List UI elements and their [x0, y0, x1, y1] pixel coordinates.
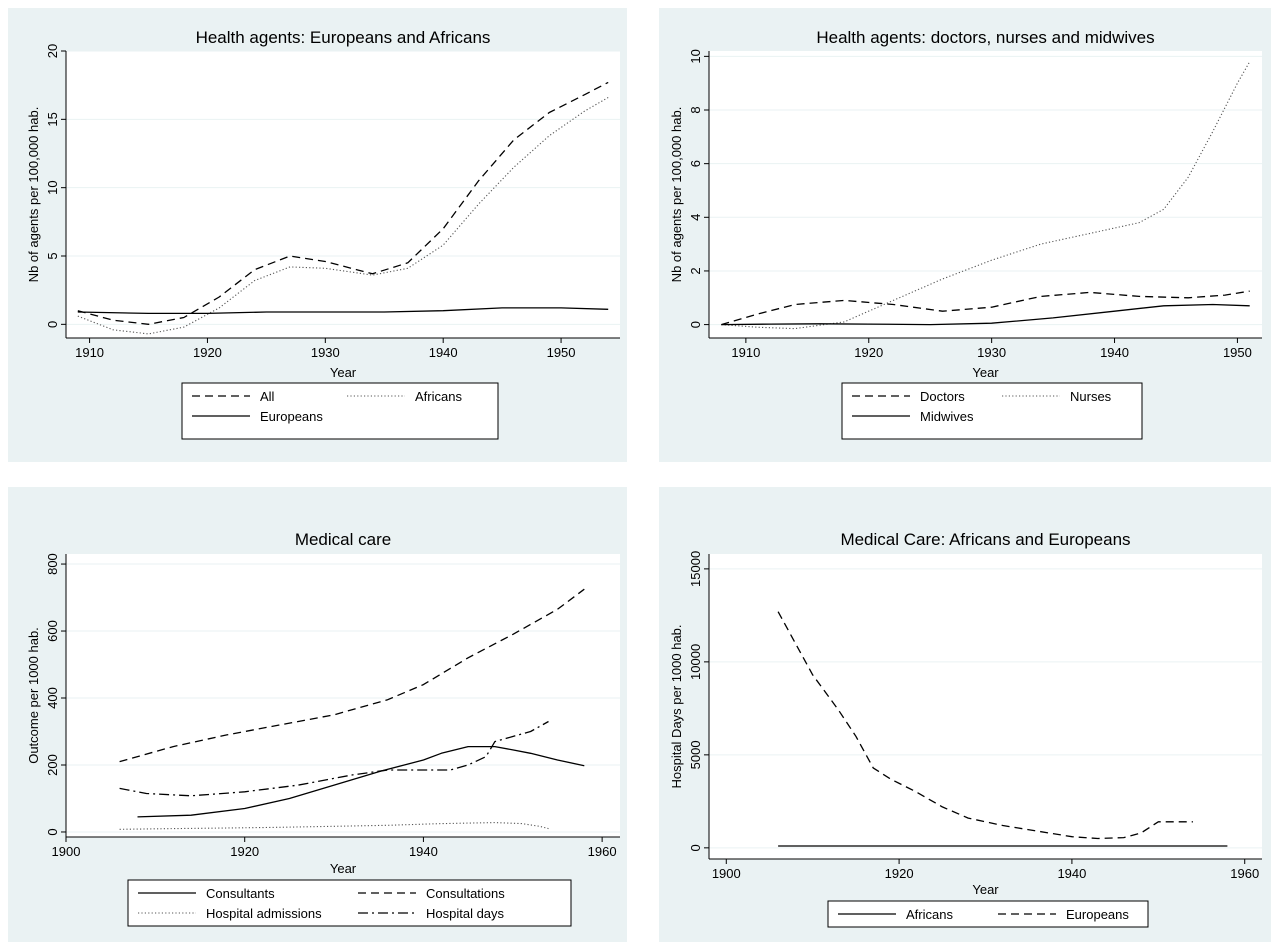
chart-panel-medical-care-africans-europeans: 0 5000 10000 15000 1900 1920 1940 1960 Medical C… [659, 487, 1271, 942]
y-axis-label: Nb of agents per 100,000 hab. [669, 107, 684, 283]
x-tick-label-0: 1910 [731, 345, 760, 360]
x-tick-label-2: 1930 [977, 345, 1006, 360]
x-tick-label-4: 1950 [547, 345, 576, 360]
y-tick-label-0: 0 [45, 828, 60, 835]
x-tick-label-3: 1940 [429, 345, 458, 360]
chart-title: Medical Care: Africans and Europeans [840, 530, 1130, 549]
x-tick-label-0: 1900 [52, 844, 81, 859]
x-tick-label-2: 1940 [1057, 866, 1086, 881]
y-tick-label-0: 0 [45, 321, 60, 328]
x-axis-label: Year [330, 365, 357, 380]
plot-area [66, 554, 620, 837]
plot-area [66, 51, 620, 338]
y-tick-label-3: 15 [45, 112, 60, 126]
y-tick-label-5: 10 [688, 49, 703, 63]
series-line-midwives [721, 303, 1250, 326]
y-tick-label-3: 600 [45, 620, 60, 642]
y-axis-label: Outcome per 1000 hab. [26, 627, 41, 764]
x-tick-label-3: 1960 [588, 844, 617, 859]
legend-box [181, 382, 499, 440]
plot-area [709, 51, 1262, 338]
legend-label-2: Europeans [260, 409, 323, 424]
x-axis-label: Year [972, 365, 999, 380]
legend-label-1: Nurses [1070, 389, 1112, 404]
y-tick-label-0: 0 [688, 844, 703, 851]
chart-svg-1: 0 5 10 15 20 1910 1920 1930 1940 1950 Health agent… [26, 28, 620, 440]
chart-svg-3: 0 200 400 600 800 1900 1920 1940 1960 Medical car… [26, 530, 620, 927]
x-tick-label-3: 1960 [1230, 866, 1259, 881]
y-tick-label-2: 4 [688, 214, 703, 221]
series-line-doctors [721, 290, 1250, 326]
x-tick-label-3: 1940 [1100, 345, 1129, 360]
x-tick-label-0: 1900 [712, 866, 741, 881]
legend-label-0: Consultants [206, 886, 275, 901]
series-line-hospital-admissions [119, 822, 549, 830]
legend-label-3: Hospital days [426, 906, 505, 921]
y-tick-label-2: 10000 [688, 644, 703, 680]
x-tick-label-1: 1920 [854, 345, 883, 360]
chart-title: Health agents: Europeans and Africans [196, 28, 491, 47]
chart-panel-medical-care: 0 200 400 600 800 1900 1920 1940 1960 Medical car… [8, 487, 627, 942]
y-tick-label-1: 5000 [688, 740, 703, 769]
chart-svg-4: 0 5000 10000 15000 1900 1920 1940 1960 Medical C… [669, 530, 1262, 928]
y-tick-label-3: 6 [688, 160, 703, 167]
series-line-europeans [77, 307, 609, 315]
chart-panel-health-agents-europeans-africans: 0 5 10 15 20 1910 1920 1930 1940 1950 Health agent… [8, 8, 627, 462]
y-tick-label-2: 400 [45, 687, 60, 709]
series-line-consultations [119, 588, 585, 763]
series-line-consultants [137, 745, 585, 818]
y-tick-label-4: 20 [45, 44, 60, 58]
y-tick-label-4: 8 [688, 106, 703, 113]
y-axis-label: Hospital Days per 1000 hab. [669, 624, 684, 788]
series-line-all [77, 81, 609, 325]
legend-label-1: Europeans [1066, 907, 1129, 922]
y-tick-label-0: 0 [688, 321, 703, 328]
x-tick-label-2: 1940 [409, 844, 438, 859]
x-axis-label: Year [330, 861, 357, 876]
x-axis-label: Year [972, 882, 999, 897]
x-tick-label-1: 1920 [885, 866, 914, 881]
legend-label-2: Midwives [920, 409, 974, 424]
legend-box [841, 382, 1143, 440]
chart-title: Health agents: doctors, nurses and midwi… [816, 28, 1154, 47]
legend-label-0: Doctors [920, 389, 965, 404]
series-line-europeans [777, 611, 1193, 840]
y-tick-label-4: 800 [45, 553, 60, 575]
y-tick-label-2: 10 [45, 180, 60, 194]
legend-label-1: Consultations [426, 886, 505, 901]
y-tick-label-1: 200 [45, 754, 60, 776]
y-axis-label: Nb of agents per 100,000 hab. [26, 107, 41, 283]
x-tick-label-2: 1930 [311, 345, 340, 360]
legend-label-2: Hospital admissions [206, 906, 322, 921]
x-tick-label-0: 1910 [75, 345, 104, 360]
legend-label-0: All [260, 389, 275, 404]
x-tick-label-1: 1920 [230, 844, 259, 859]
x-tick-label-1: 1920 [193, 345, 222, 360]
legend-label-0: Africans [906, 907, 953, 922]
y-tick-label-1: 5 [45, 252, 60, 259]
chart-panel-health-agents-doctors-nurses-midwives: 0 2 4 6 8 10 1910 1920 1930 1940 1950 Health agents… [659, 8, 1271, 462]
plot-area [709, 554, 1262, 859]
y-tick-label-1: 2 [688, 267, 703, 274]
chart-title: Medical care [295, 530, 391, 549]
x-tick-label-4: 1950 [1223, 345, 1252, 360]
legend-label-1: Africans [415, 389, 462, 404]
chart-svg-2: 0 2 4 6 8 10 1910 1920 1930 1940 1950 Health agents… [669, 28, 1262, 440]
series-line-hospital-days [119, 720, 549, 797]
y-tick-label-3: 15000 [688, 551, 703, 587]
legend-box [127, 879, 572, 927]
